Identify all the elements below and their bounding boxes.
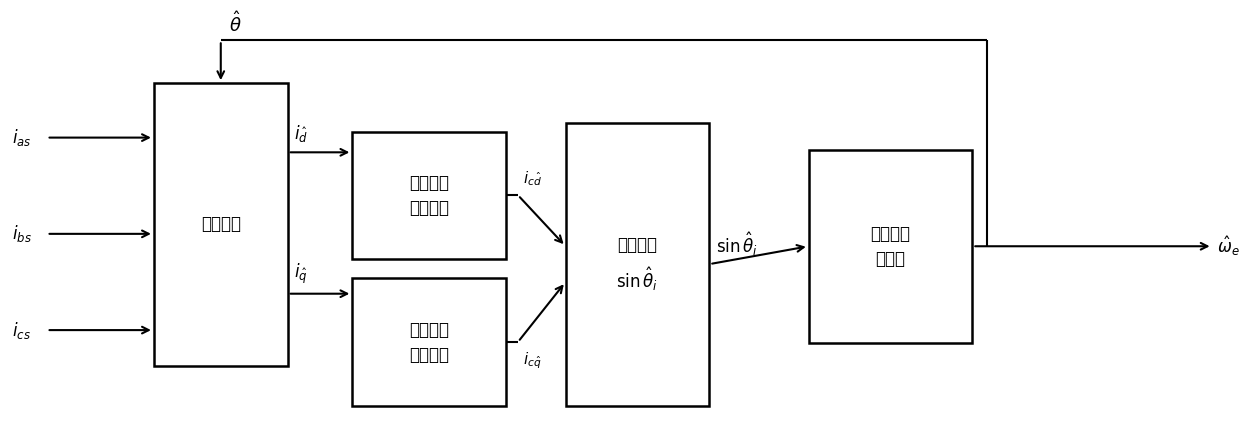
Text: $\sin\hat{\theta}_i$: $\sin\hat{\theta}_i$: [717, 230, 759, 258]
Bar: [565, 123, 709, 405]
Text: $\hat{\omega}_e$: $\hat{\omega}_e$: [1218, 235, 1240, 258]
Text: 坐标变换: 坐标变换: [201, 215, 241, 233]
Text: $i_{bs}$: $i_{bs}$: [12, 224, 32, 245]
Text: $i_{cs}$: $i_{cs}$: [12, 320, 31, 341]
Text: $\hat{\theta}$: $\hat{\theta}$: [228, 12, 242, 36]
Text: 锁相环估
计算法: 锁相环估 计算法: [870, 225, 910, 268]
Bar: [352, 132, 506, 259]
Text: $i_{c\hat{d}}$: $i_{c\hat{d}}$: [523, 169, 542, 188]
Text: 自适应带
通滤波器: 自适应带 通滤波器: [409, 320, 449, 363]
Text: $i_{c\hat{q}}$: $i_{c\hat{q}}$: [523, 350, 542, 371]
Text: 自适应带
通滤波器: 自适应带 通滤波器: [409, 174, 449, 217]
Text: $i_{\hat{q}}$: $i_{\hat{q}}$: [294, 262, 308, 286]
Bar: [154, 83, 288, 366]
Text: $i_{as}$: $i_{as}$: [12, 127, 31, 148]
Text: $i_{\hat{d}}$: $i_{\hat{d}}$: [294, 124, 308, 145]
Bar: [808, 150, 972, 343]
Bar: [352, 278, 506, 405]
Text: 角度计算
$\sin\hat{\theta}_i$: 角度计算 $\sin\hat{\theta}_i$: [616, 236, 658, 293]
